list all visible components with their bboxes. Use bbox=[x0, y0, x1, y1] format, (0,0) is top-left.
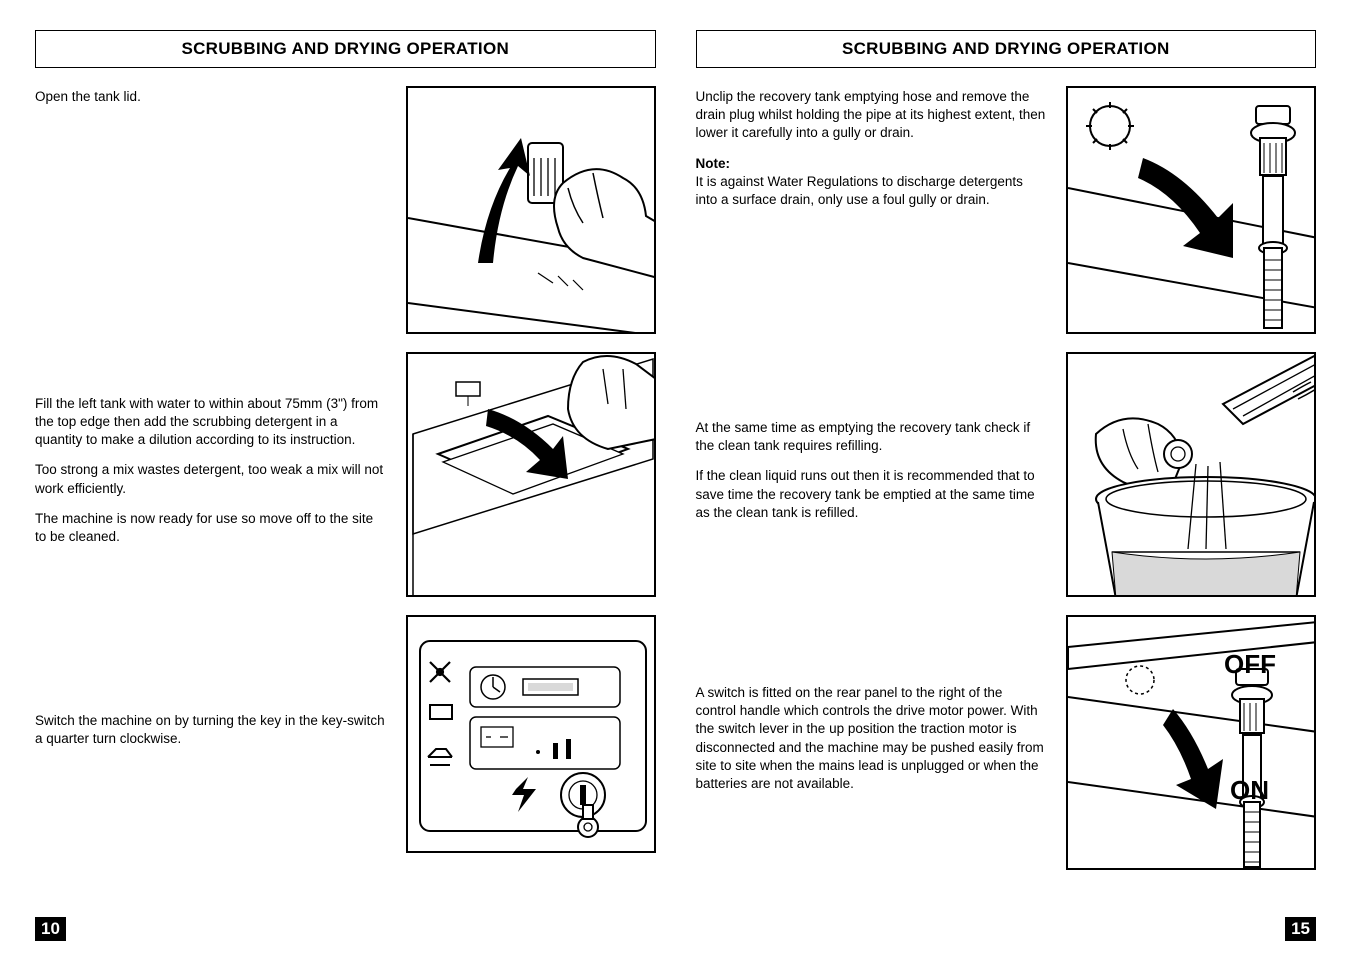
left-section-2: Fill the left tank with water to within … bbox=[35, 352, 656, 597]
right-section-1-text: Unclip the recovery tank emptying hose a… bbox=[696, 86, 1047, 334]
left-page: SCRUBBING AND DRYING OPERATION Open the … bbox=[35, 30, 656, 939]
right-header-box: SCRUBBING AND DRYING OPERATION bbox=[696, 30, 1317, 68]
text: If the clean liquid runs out then it is … bbox=[696, 467, 1047, 522]
illustration-key-switch bbox=[406, 615, 656, 853]
left-section-1: Open the tank lid. bbox=[35, 86, 656, 334]
left-section-3: Switch the machine on by turning the key… bbox=[35, 615, 656, 853]
right-section-1: Unclip the recovery tank emptying hose a… bbox=[696, 86, 1317, 334]
left-section-2-text: Fill the left tank with water to within … bbox=[35, 352, 386, 597]
illustration-drive-switch: OFF ON bbox=[1066, 615, 1316, 870]
text: Switch the machine on by turning the key… bbox=[35, 712, 386, 748]
right-page: SCRUBBING AND DRYING OPERATION Unclip th… bbox=[696, 30, 1317, 939]
left-section-3-text: Switch the machine on by turning the key… bbox=[35, 615, 386, 853]
text: A switch is fitted on the rear panel to … bbox=[696, 684, 1047, 793]
illustration-refill-bucket bbox=[1066, 352, 1316, 597]
left-section-1-text: Open the tank lid. bbox=[35, 86, 386, 334]
illustration-unclip-hose bbox=[1066, 86, 1316, 334]
right-section-2-text: At the same time as emptying the recover… bbox=[696, 352, 1047, 597]
illustration-open-lid bbox=[406, 86, 656, 334]
illustration-fill-tank bbox=[406, 352, 656, 597]
text: The machine is now ready for use so move… bbox=[35, 510, 386, 546]
right-header-title: SCRUBBING AND DRYING OPERATION bbox=[697, 39, 1316, 59]
text: Open the tank lid. bbox=[35, 88, 386, 106]
page-number-right: 15 bbox=[1285, 917, 1316, 941]
left-header-title: SCRUBBING AND DRYING OPERATION bbox=[36, 39, 655, 59]
note-label: Note: bbox=[696, 156, 731, 171]
off-label: OFF bbox=[1224, 649, 1276, 680]
right-section-3-text: A switch is fitted on the rear panel to … bbox=[696, 615, 1047, 870]
text: At the same time as emptying the recover… bbox=[696, 419, 1047, 455]
text: Fill the left tank with water to within … bbox=[35, 395, 386, 450]
on-label: ON bbox=[1230, 775, 1269, 806]
left-header-box: SCRUBBING AND DRYING OPERATION bbox=[35, 30, 656, 68]
text: Unclip the recovery tank emptying hose a… bbox=[696, 88, 1047, 143]
note: Note: It is against Water Regulations to… bbox=[696, 155, 1047, 210]
page-number-left: 10 bbox=[35, 917, 66, 941]
note-text: It is against Water Regulations to disch… bbox=[696, 174, 1023, 207]
right-section-3: A switch is fitted on the rear panel to … bbox=[696, 615, 1317, 870]
page-spread: SCRUBBING AND DRYING OPERATION Open the … bbox=[35, 30, 1316, 939]
right-section-2: At the same time as emptying the recover… bbox=[696, 352, 1317, 597]
text: Too strong a mix wastes detergent, too w… bbox=[35, 461, 386, 497]
